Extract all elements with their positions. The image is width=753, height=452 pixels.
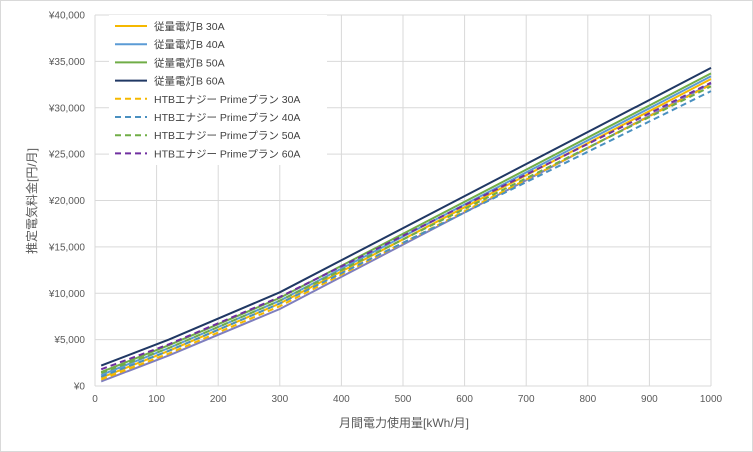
series-lines (100, 67, 712, 383)
y-tick-label: ¥10,000 (48, 289, 86, 300)
legend-entry: 従量電灯B 40A (154, 38, 225, 51)
x-tick-label: 600 (456, 394, 473, 405)
legend-entry: HTBエナジー Primeプラン 50A (154, 130, 300, 142)
legend: 従量電灯B 30A 従量電灯B 40A 従量電灯B 50A 従量電灯B 60A HTBエ… (109, 15, 327, 165)
legend-entry: HTBエナジー Primeプラン 60A (154, 148, 300, 160)
x-tick-label: 100 (148, 394, 165, 405)
series-line (100, 81, 712, 371)
y-axis-ticks: ¥0 ¥5,000 ¥10,000 ¥15,000 ¥20,000 ¥25,000 ¥30,… (48, 11, 86, 393)
series-line (100, 85, 712, 374)
x-tick-label: 500 (395, 394, 412, 405)
x-tick-label: 1000 (700, 394, 723, 405)
legend-entry: HTBエナジー Primeプラン 40A (154, 112, 300, 124)
series-line (100, 90, 712, 378)
x-tick-label: 800 (579, 394, 596, 405)
y-tick-label: ¥25,000 (48, 150, 86, 161)
y-tick-label: ¥30,000 (48, 103, 86, 114)
x-tick-label: 400 (333, 394, 350, 405)
series-line (100, 83, 712, 381)
y-tick-label: ¥40,000 (48, 11, 86, 22)
y-axis-title: 推定電気料金[円/月] (24, 148, 39, 254)
x-tick-label: 300 (271, 394, 288, 405)
x-axis-ticks: 0 100 200 300 400 500 600 700 800 900 1000 (92, 394, 722, 405)
x-tick-label: 0 (92, 394, 98, 405)
y-tick-label: ¥0 (73, 382, 86, 393)
series-line (100, 67, 712, 367)
legend-background (109, 15, 327, 165)
legend-entry: HTBエナジー Primeプラン 30A (154, 94, 300, 106)
y-tick-label: ¥15,000 (48, 242, 86, 253)
x-tick-label: 200 (210, 394, 227, 405)
x-tick-label: 700 (518, 394, 535, 405)
legend-entry: 従量電灯B 30A (154, 20, 225, 33)
y-tick-label: ¥5,000 (53, 335, 85, 346)
legend-entry: 従量電灯B 60A (154, 75, 225, 88)
x-tick-label: 900 (641, 394, 658, 405)
legend-entry: 従量電灯B 50A (154, 56, 225, 69)
x-axis-title: 月間電力使用量[kWh/月] (339, 415, 469, 430)
y-tick-label: ¥35,000 (48, 57, 86, 68)
y-tick-label: ¥20,000 (48, 196, 86, 207)
